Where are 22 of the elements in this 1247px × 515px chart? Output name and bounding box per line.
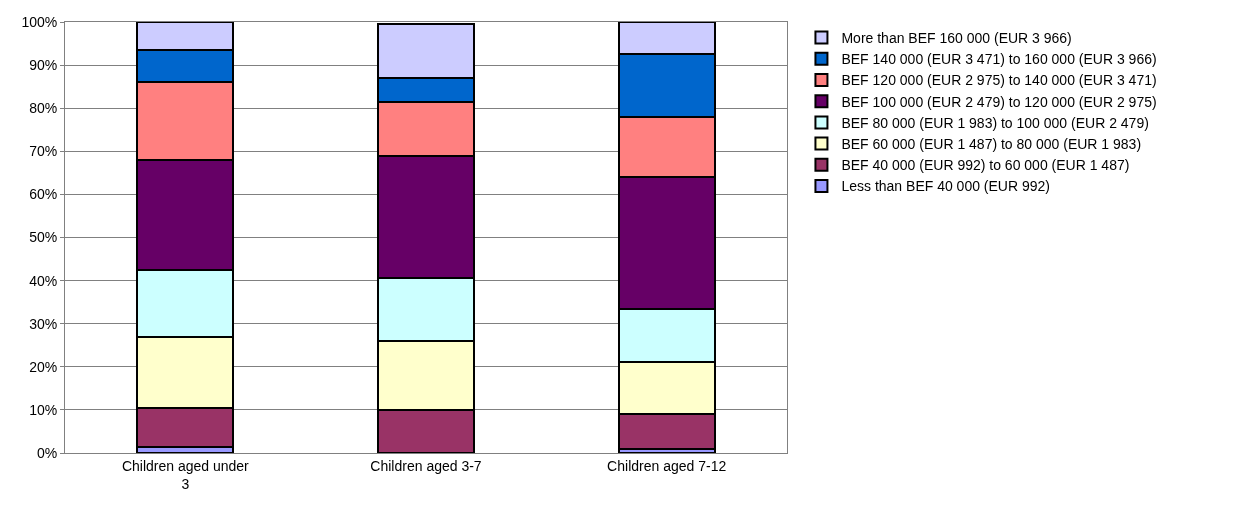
legend-label: More than BEF 160 000 (EUR 3 966) (841, 30, 1072, 47)
y-tick-label: 70% (29, 143, 58, 160)
y-tick-label: 20% (29, 358, 58, 375)
y-tick-label: 0% (36, 444, 58, 461)
legend-label: BEF 40 000 (EUR 992) to 60 000 (EUR 1 487) (841, 157, 1130, 174)
y-tick-label: 80% (29, 100, 58, 117)
y-tick-label: 40% (29, 272, 58, 289)
x-tick-label: Children aged 7-12 (607, 457, 727, 474)
x-tick-label: Children aged 3-7 (370, 457, 482, 474)
y-tick-label: 50% (29, 229, 58, 246)
x-tick-label: Children aged under 3 (121, 457, 250, 492)
y-tick-label: 100% (21, 13, 58, 30)
y-tick-label: 60% (29, 186, 58, 203)
legend-label: BEF 80 000 (EUR 1 983) to 100 000 (EUR 2 479) (841, 114, 1149, 131)
legend-label: BEF 60 000 (EUR 1 487) to 80 000 (EUR 1 983) (841, 136, 1142, 153)
y-tick-label: 90% (29, 57, 58, 73)
legend-label: Less than BEF 40 000 (EUR 992) (841, 178, 1050, 195)
y-tick-label: 10% (29, 401, 58, 418)
legend-label: BEF 120 000 (EUR 2 975) to 140 000 (EUR 3 471) (841, 72, 1157, 89)
legend-label: BEF 100 000 (EUR 2 479) to 120 000 (EUR 2 975) (841, 93, 1157, 110)
y-tick-label: 30% (29, 315, 58, 332)
legend-label: BEF 140 000 (EUR 3 471) to 160 000 (EUR 3 966) (841, 51, 1157, 68)
